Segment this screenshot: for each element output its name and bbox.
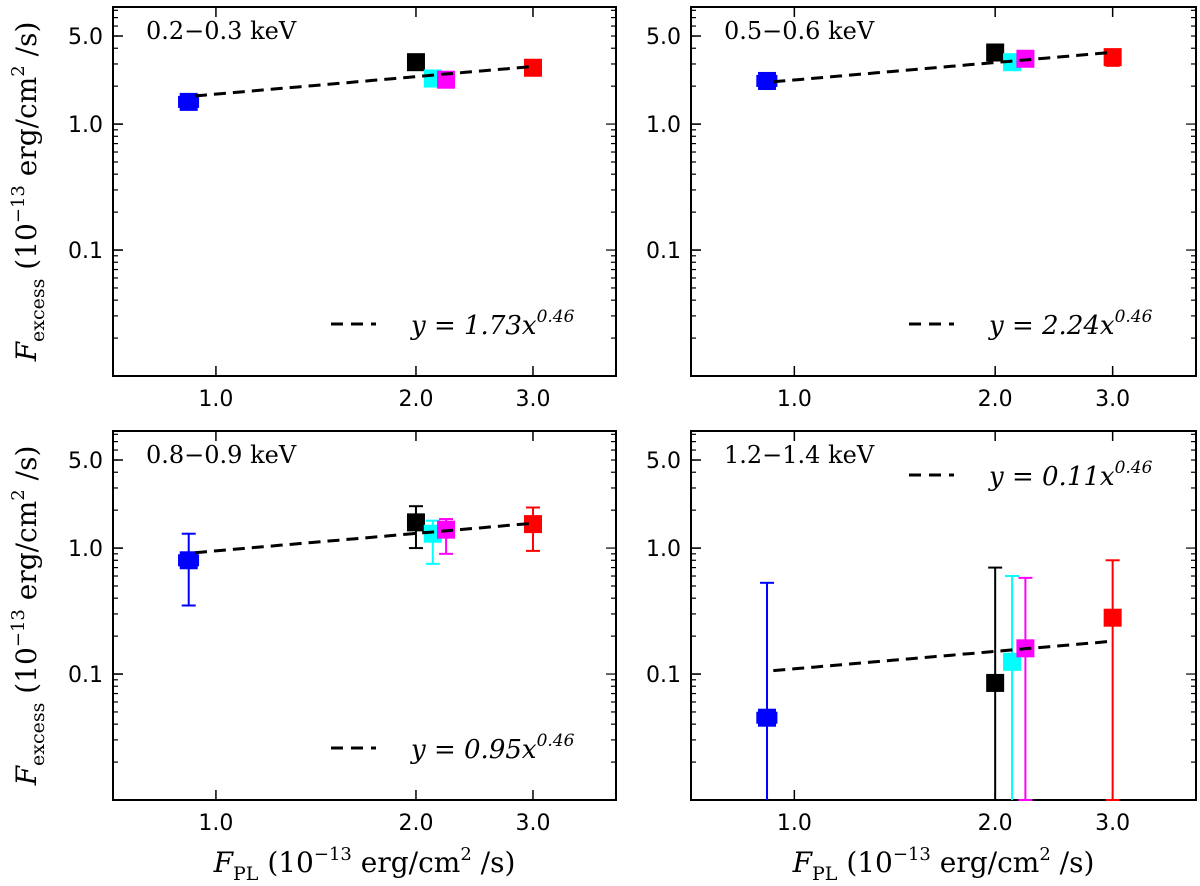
- plot-frame: [112, 6, 617, 377]
- fit-line: [773, 639, 1113, 673]
- y-tick-label: 5.0: [68, 449, 103, 474]
- band-label: 1.2−1.4 keV: [724, 441, 875, 469]
- y-tick-label: 1.0: [68, 113, 103, 138]
- data-point-cyan: [1003, 652, 1022, 671]
- panel-4: 1.0 2.0 3.0 0.1 1.0 5.0 1.2−1.4 keV y = 0.11x0.…: [646, 430, 1197, 836]
- y-tick-label: 1.0: [68, 537, 103, 562]
- y-tick-label: 0.1: [646, 239, 681, 264]
- y-tick-label: 5.0: [646, 449, 681, 474]
- data-point-blue: [179, 92, 198, 111]
- data-point-black: [986, 43, 1005, 62]
- x-tick-label: 2.0: [978, 387, 1013, 412]
- x-tick-label: 1.0: [777, 387, 812, 412]
- panel-3: 1.0 2.0 3.0 0.1 1.0 5.0 0.8−0.9 keV y = 0.95x0.…: [68, 430, 617, 836]
- x-tick-label: 2.0: [398, 387, 433, 412]
- x-tick-label: 1.0: [198, 811, 233, 836]
- y-tick-label: 5.0: [68, 25, 103, 50]
- x-tick-label: 3.0: [515, 387, 550, 412]
- y-tick-label: 5.0: [646, 25, 681, 50]
- y-axis-title: Fexcess (10−13 erg/cm2 /s): [8, 446, 49, 787]
- data-point-black: [986, 673, 1005, 692]
- fit-line: [194, 521, 534, 555]
- band-label: 0.2−0.3 keV: [146, 17, 297, 45]
- data-point-black: [406, 513, 425, 532]
- x-tick-label: 2.0: [398, 811, 433, 836]
- legend-equation: y = 0.95x0.46: [410, 731, 575, 765]
- fit-line: [194, 64, 534, 98]
- data-point-red: [1103, 608, 1122, 627]
- x-tick-label: 3.0: [1095, 387, 1130, 412]
- legend-equation: y = 0.11x0.46: [988, 458, 1153, 492]
- x-tick-label: 3.0: [515, 811, 550, 836]
- fit-line: [773, 50, 1113, 84]
- y-tick-label: 1.0: [646, 537, 681, 562]
- data-point-blue: [758, 708, 777, 727]
- y-tick-label: 0.1: [646, 663, 681, 688]
- y-tick-label: 0.1: [68, 239, 103, 264]
- y-tick-label: 0.1: [68, 663, 103, 688]
- data-point-blue: [179, 551, 198, 570]
- band-label: 0.8−0.9 keV: [146, 441, 297, 469]
- y-axis-title-text: Fexcess (10−13 erg/cm2 /s): [8, 446, 49, 787]
- plot-frame: [690, 430, 1197, 801]
- legend-equation: y = 2.24x0.46: [988, 307, 1153, 341]
- plot-frame: [112, 430, 617, 801]
- plot-frame: [690, 6, 1197, 377]
- x-tick-label: 3.0: [1095, 811, 1130, 836]
- y-axis-title: Fexcess (10−13 erg/cm2 /s): [8, 22, 49, 363]
- data-point-black: [406, 53, 425, 72]
- data-point-red: [1103, 48, 1122, 67]
- band-label: 0.5−0.6 keV: [724, 17, 875, 45]
- legend-equation: y = 1.73x0.46: [410, 307, 575, 341]
- y-tick-label: 1.0: [646, 113, 681, 138]
- data-point-red: [523, 58, 542, 77]
- x-tick-label: 2.0: [978, 811, 1013, 836]
- x-tick-label: 1.0: [198, 387, 233, 412]
- data-point-blue: [758, 71, 777, 90]
- panel-2: 1.0 2.0 3.0 0.1 1.0 5.0 0.5−0.6 keV y = 2.24x0.…: [646, 6, 1197, 412]
- y-axis-title-text: Fexcess (10−13 erg/cm2 /s): [8, 22, 49, 363]
- x-axis-title: FPL (10−13 erg/cm2 /s): [213, 844, 516, 885]
- x-axis-title: FPL (10−13 erg/cm2 /s): [792, 844, 1095, 885]
- data-point-red: [523, 515, 542, 534]
- x-tick-label: 1.0: [777, 811, 812, 836]
- panel-1: 1.0 2.0 3.0 0.1 1.0 5.0 0.2−0.3 keV y = 1.73x0.…: [68, 6, 617, 412]
